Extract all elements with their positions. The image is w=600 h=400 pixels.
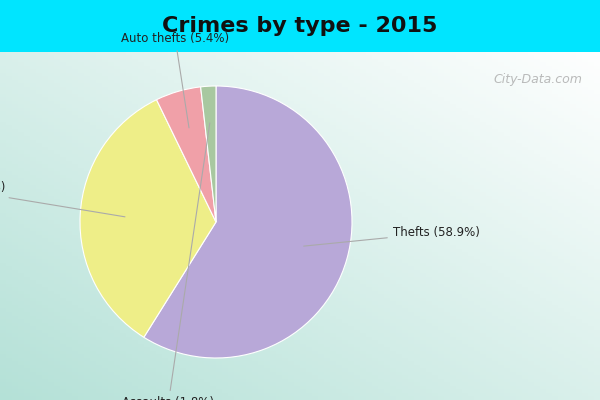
Wedge shape bbox=[80, 100, 216, 337]
Wedge shape bbox=[200, 86, 216, 222]
Text: Crimes by type - 2015: Crimes by type - 2015 bbox=[163, 16, 437, 36]
Text: Thefts (58.9%): Thefts (58.9%) bbox=[304, 226, 479, 246]
Text: Burglaries (33.9%): Burglaries (33.9%) bbox=[0, 182, 125, 217]
Text: City-Data.com: City-Data.com bbox=[493, 73, 582, 86]
Text: Auto thefts (5.4%): Auto thefts (5.4%) bbox=[121, 32, 229, 128]
Text: Assaults (1.8%): Assaults (1.8%) bbox=[122, 123, 214, 400]
Wedge shape bbox=[157, 87, 216, 222]
Wedge shape bbox=[144, 86, 352, 358]
